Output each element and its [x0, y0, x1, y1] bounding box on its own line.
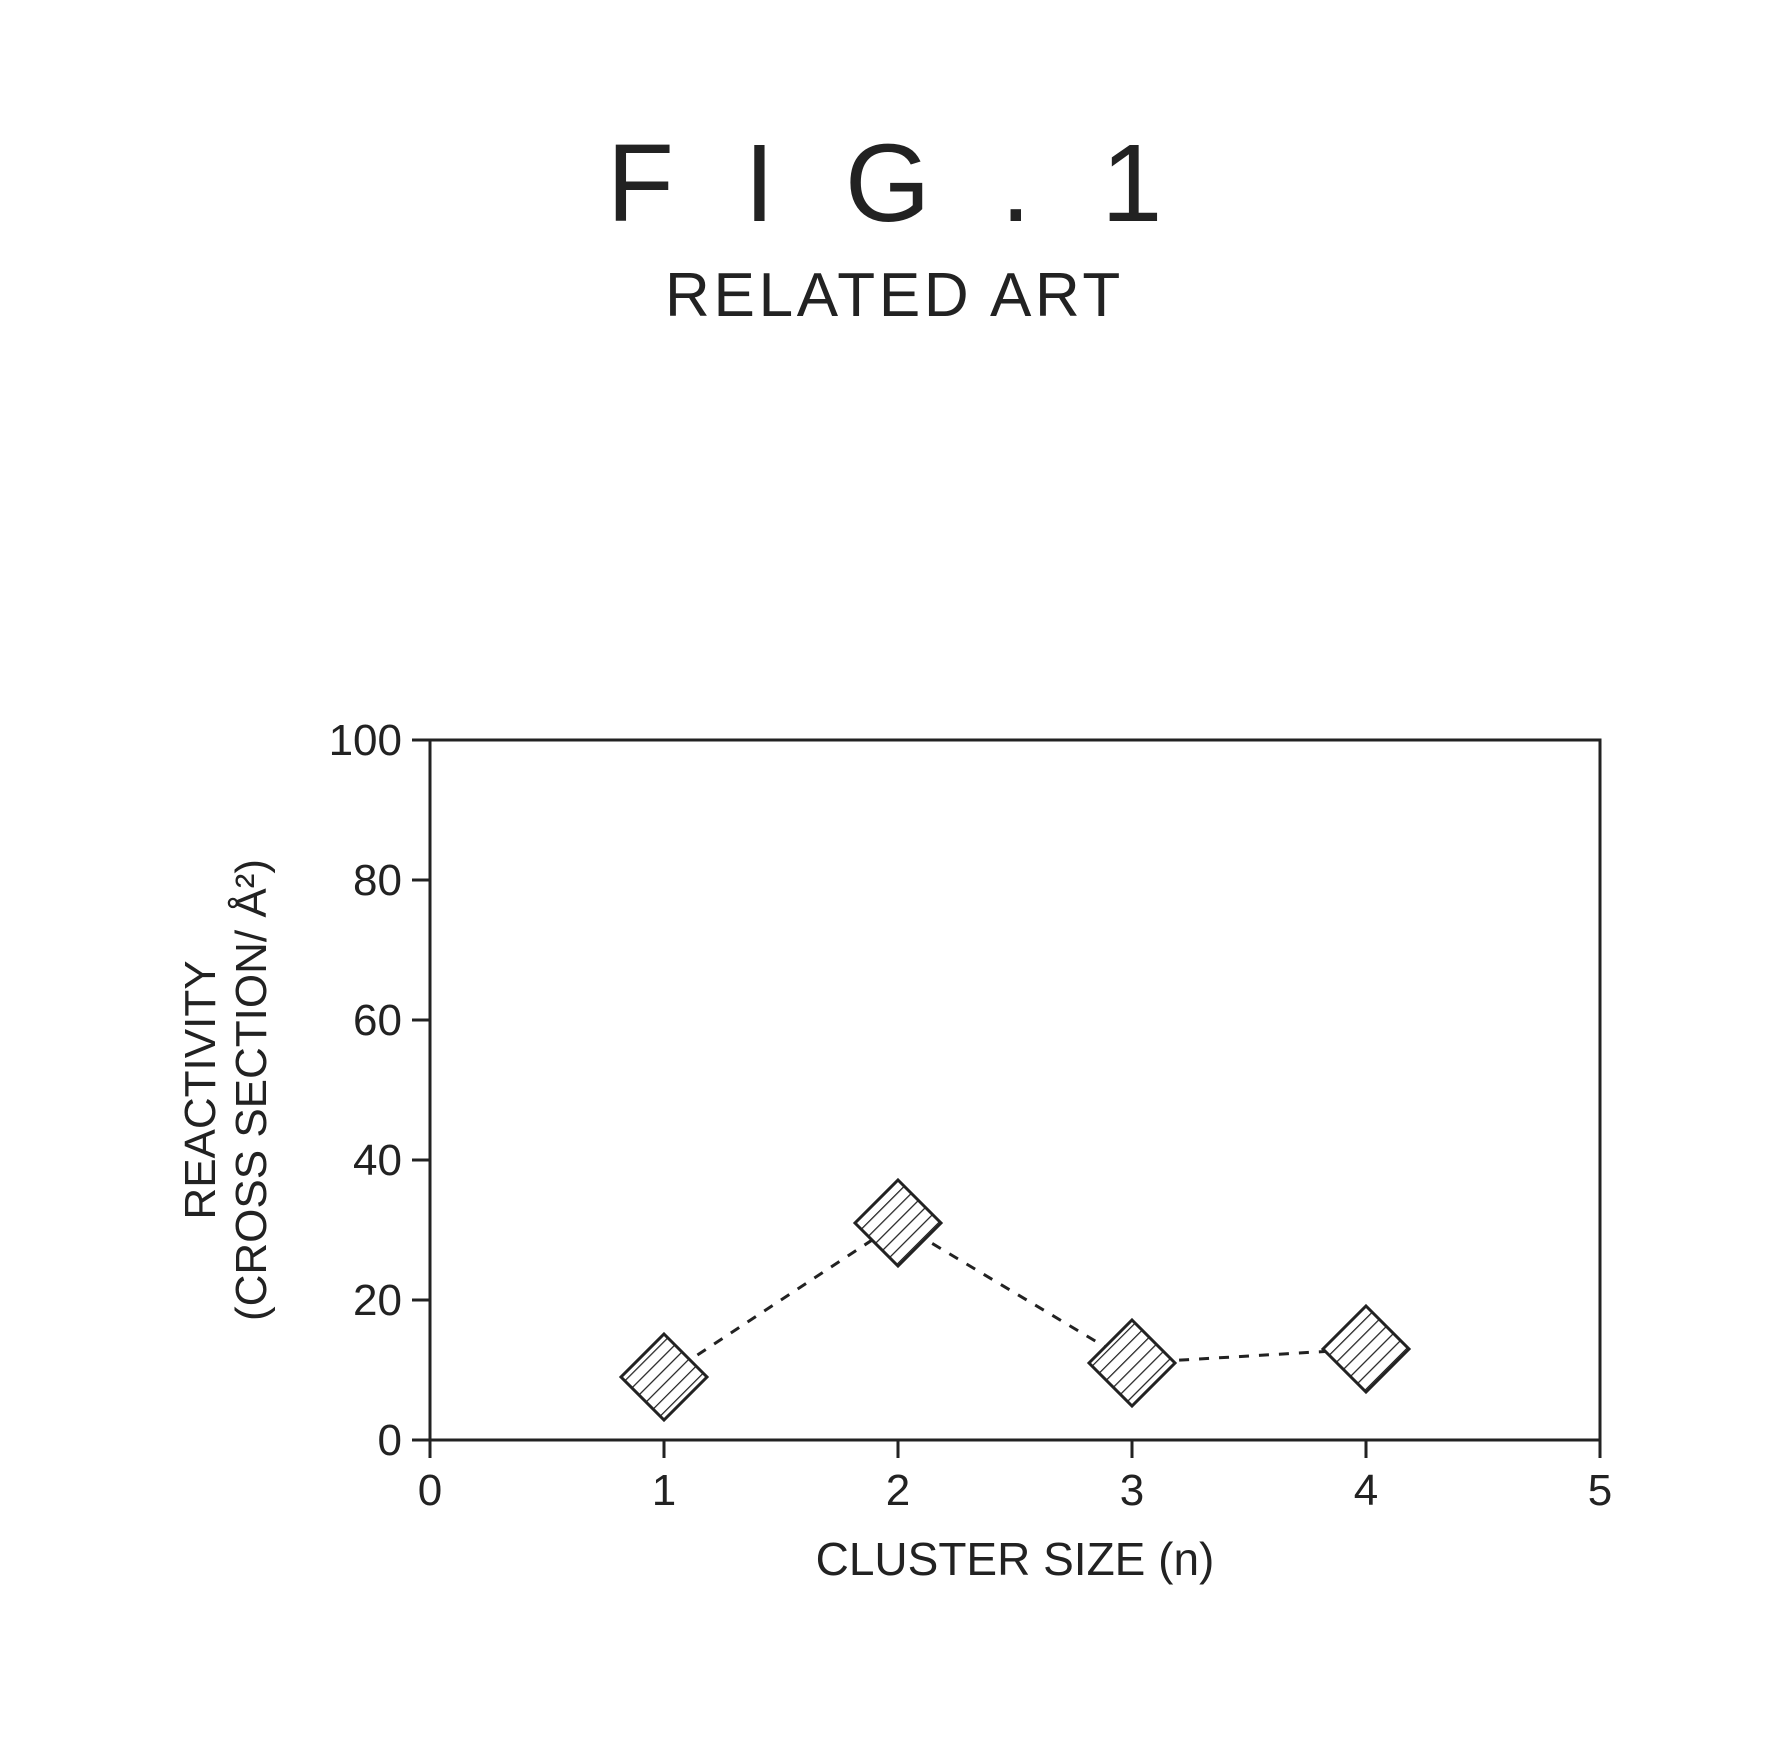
x-tick-label: 5: [1560, 1466, 1640, 1516]
x-tick-label: 3: [1092, 1466, 1172, 1516]
y-axis-label-line2: (CROSS SECTION/ Å²): [227, 740, 278, 1440]
x-axis-label: CLUSTER SIZE (n): [430, 1532, 1600, 1586]
figure-number-title: F I G . 1: [0, 120, 1789, 247]
reactivity-vs-cluster-size-chart: 012345020406080100CLUSTER SIZE (n)REACTI…: [430, 740, 1600, 1440]
x-tick-label: 1: [624, 1466, 704, 1516]
x-tick-label: 0: [390, 1466, 470, 1516]
y-tick-label: 20: [292, 1276, 402, 1326]
y-tick-label: 80: [292, 856, 402, 906]
y-tick-label: 60: [292, 996, 402, 1046]
y-tick-label: 100: [292, 716, 402, 766]
y-tick-label: 0: [292, 1416, 402, 1466]
page-root: F I G . 1 RELATED ART 012345020406080100…: [0, 0, 1789, 1760]
plot-area: [430, 740, 1600, 1440]
y-tick-label: 40: [292, 1136, 402, 1186]
figure-subtitle: RELATED ART: [0, 260, 1789, 331]
y-axis-label: REACTIVITY(CROSS SECTION/ Å²): [176, 740, 277, 1440]
chart-svg: [310, 620, 1720, 1560]
y-axis-label-line1: REACTIVITY: [176, 740, 227, 1440]
x-tick-label: 2: [858, 1466, 938, 1516]
x-tick-label: 4: [1326, 1466, 1406, 1516]
